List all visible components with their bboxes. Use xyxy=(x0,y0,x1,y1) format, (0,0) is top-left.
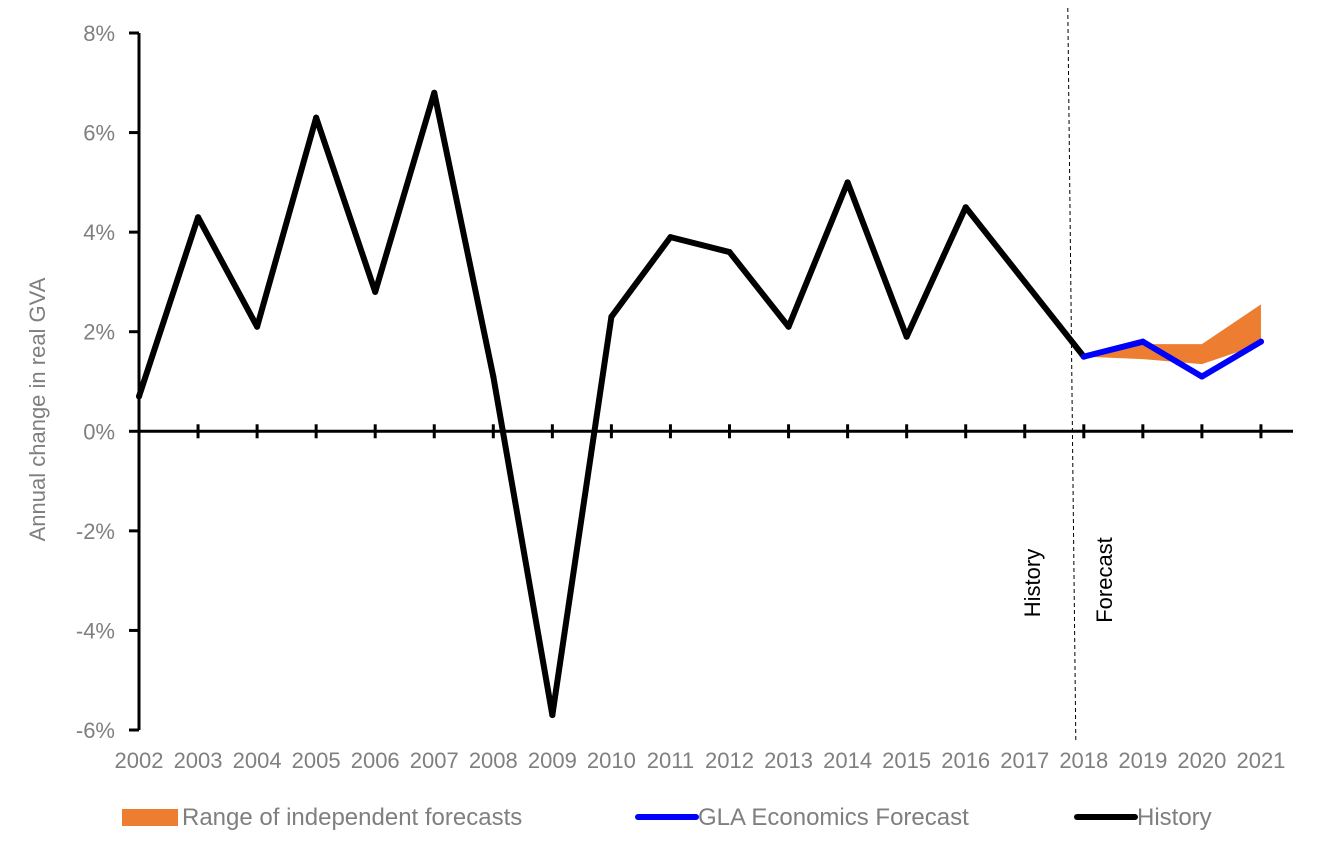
series-line-history xyxy=(136,89,1087,719)
data-point xyxy=(962,204,969,211)
y-tick-label: 8% xyxy=(83,21,115,46)
data-point xyxy=(1080,353,1087,360)
data-point xyxy=(1139,338,1146,345)
x-tick-label: 2003 xyxy=(174,748,223,773)
y-axis-title: Annual change in real GVA xyxy=(25,277,50,541)
data-point xyxy=(313,114,320,121)
y-tick-label: -6% xyxy=(76,718,115,743)
data-point xyxy=(1257,338,1264,345)
x-tick-label: 2021 xyxy=(1236,748,1285,773)
axes xyxy=(129,7,1293,741)
y-tick-label: 4% xyxy=(83,220,115,245)
y-tick-label: 2% xyxy=(83,320,115,345)
data-point xyxy=(490,373,497,380)
data-point xyxy=(431,89,438,96)
x-tick-label: 2014 xyxy=(823,748,872,773)
legend-label: Range of independent forecasts xyxy=(182,804,522,831)
y-tick-label: 0% xyxy=(83,419,115,444)
data-point xyxy=(254,323,261,330)
x-tick-label: 2005 xyxy=(292,748,341,773)
data-point xyxy=(726,249,733,256)
data-point xyxy=(1021,278,1028,285)
x-tick-label: 2013 xyxy=(764,748,813,773)
x-tick-label: 2011 xyxy=(647,748,694,773)
x-tick-label: 2009 xyxy=(528,748,577,773)
x-tick-label: 2010 xyxy=(587,748,636,773)
legend-label: History xyxy=(1137,804,1212,831)
legend: Range of independent forecasts GLA Econom… xyxy=(122,804,1212,831)
y-tick-label: -2% xyxy=(76,519,115,544)
x-tick-label: 2017 xyxy=(1000,748,1049,773)
plot-area xyxy=(136,89,1264,719)
data-point xyxy=(372,288,379,295)
history-forecast-divider xyxy=(1067,7,1077,741)
x-tick-label: 2008 xyxy=(469,748,518,773)
data-point xyxy=(1198,373,1205,380)
data-point xyxy=(549,712,556,719)
x-tick-label: 2019 xyxy=(1118,748,1167,773)
series-line-gla-economics-forecast xyxy=(1080,338,1264,380)
x-tick-label: 2018 xyxy=(1059,748,1108,773)
data-point xyxy=(903,333,910,340)
forecast-annotation: Forecast xyxy=(1092,537,1117,623)
axis-labels: 8% 6% 4% 2% 0% -2% -4% -6%2002 2003 2004 2005 2006 2… xyxy=(25,21,1285,773)
x-tick-label: 2002 xyxy=(115,748,164,773)
x-tick-label: 2020 xyxy=(1177,748,1226,773)
legend-swatch-range xyxy=(122,809,178,826)
x-tick-label: 2006 xyxy=(351,748,400,773)
data-point xyxy=(844,179,851,186)
x-tick-label: 2015 xyxy=(882,748,931,773)
forecast-range-area xyxy=(1083,304,1261,365)
data-point xyxy=(785,323,792,330)
y-tick-label: 6% xyxy=(83,121,115,146)
x-tick-label: 2004 xyxy=(233,748,282,773)
data-point xyxy=(608,313,615,320)
data-point xyxy=(667,234,674,241)
history-annotation: History xyxy=(1020,549,1045,617)
y-tick-label: -4% xyxy=(76,618,115,643)
x-tick-label: 2007 xyxy=(410,748,459,773)
legend-label: GLA Economics Forecast xyxy=(698,804,969,831)
x-tick-label: 2016 xyxy=(941,748,990,773)
data-point xyxy=(195,214,202,221)
x-tick-label: 2012 xyxy=(705,748,754,773)
